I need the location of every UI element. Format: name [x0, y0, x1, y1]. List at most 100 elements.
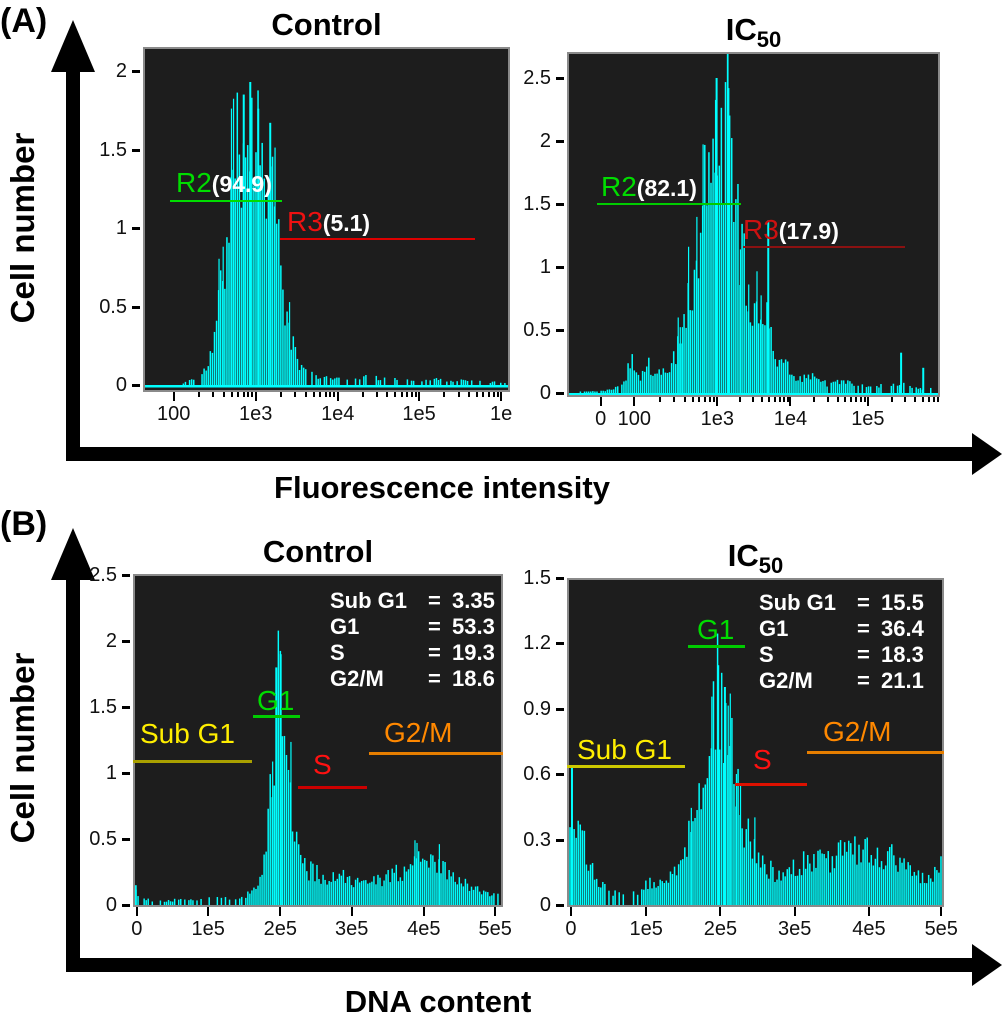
x-minor-tick: [778, 397, 781, 402]
gate-label-r2: R2(94.9): [176, 169, 272, 197]
x-tick: [207, 907, 210, 916]
y-tick-label: 2: [115, 60, 127, 82]
x-minor-tick: [400, 392, 403, 397]
x-tick-label: 1e5: [191, 918, 225, 940]
x-tick: [789, 397, 792, 406]
x-tick-label: 3e5: [334, 918, 369, 940]
stats-row: G2/M = 18.6: [330, 666, 495, 692]
stats-value: 18.3: [881, 642, 924, 667]
y-tick: [122, 838, 130, 841]
x-tick-label: 1e3: [700, 408, 735, 430]
gate-line-r3: [280, 238, 475, 240]
panel-a-x-axis-label: Fluorescence intensity: [274, 470, 610, 505]
y-tick-label: 1: [539, 256, 551, 278]
x-minor-tick: [698, 397, 701, 402]
y-tick: [556, 140, 564, 143]
x-minor-tick: [927, 397, 930, 402]
cell-cycle-stats: Sub G1 = 15.5 G1 = 36.4 S = 18.3 G2/M = 21.1: [759, 590, 924, 694]
stats-row: G2/M = 21.1: [759, 668, 924, 694]
x-minor-tick: [329, 392, 332, 397]
gate-name-r2: R2: [601, 171, 637, 202]
x-minor-tick: [914, 397, 917, 402]
panel-b-y-axis-label: Cell number: [4, 652, 41, 844]
stats-row: Sub G1 = 15.5: [759, 590, 924, 616]
stats-equals: =: [428, 614, 441, 639]
gate-line-s: [735, 783, 807, 786]
gate-name-g1: G1: [697, 614, 735, 645]
x-minor-tick: [813, 397, 816, 402]
x-minor-tick: [703, 397, 706, 402]
gate-line-g1: [253, 715, 300, 718]
x-tick-label: 4e5: [852, 918, 886, 940]
histogram-series: [135, 630, 499, 905]
x-minor-tick: [844, 397, 847, 402]
x-minor-tick: [251, 392, 254, 397]
x-minor-tick: [319, 392, 322, 397]
x-tick: [645, 907, 648, 916]
panel-b-label: (B): [0, 505, 48, 543]
gate-line-r2: [170, 200, 282, 202]
histogram-series: [569, 633, 942, 905]
gate-name-sub-g1: Sub G1: [140, 718, 235, 749]
gate-label-r2: R2(82.1): [601, 173, 697, 201]
y-tick: [556, 707, 564, 711]
y-tick-label: 1.2: [523, 632, 551, 655]
plot-a-control: Control R2(94.9) R3(5.1) 0 0.5 1 1.5 2 100 1e3 1e4…: [99, 7, 512, 425]
x-tick: [719, 907, 722, 916]
stats-equals: =: [857, 668, 870, 693]
gate-name-r3: R3: [743, 214, 779, 245]
y-tick-label: 2.5: [523, 67, 551, 89]
y-tick: [132, 227, 140, 230]
x-minor-tick: [850, 397, 853, 402]
x-tick: [866, 397, 869, 406]
x-minor-tick: [658, 397, 661, 402]
x-minor-tick: [760, 397, 763, 402]
panel-a-x-axis-arrow: [66, 447, 974, 461]
gate-label-g2-m: G2/M: [384, 719, 452, 747]
x-tick-label: 1e4: [321, 403, 355, 425]
y-tick-label: 0.6: [523, 763, 551, 786]
stats-row: S = 19.3: [330, 640, 495, 666]
gate-label-s: S: [313, 751, 332, 779]
y-tick-label: 1.5: [99, 138, 127, 161]
x-minor-tick: [410, 392, 413, 397]
x-minor-tick: [376, 392, 379, 397]
stats-equals: =: [857, 590, 870, 615]
x-tick-label: 2e5: [703, 918, 738, 940]
stats-value: 19.3: [452, 640, 495, 665]
x-tick-label: 1e: [489, 403, 513, 425]
y-tick: [122, 706, 130, 709]
x-minor-tick: [855, 397, 858, 402]
y-tick: [556, 642, 564, 646]
panel-a-y-axis-arrow: [66, 60, 80, 460]
x-minor-tick: [713, 397, 716, 402]
y-tick-label: 0: [539, 894, 551, 916]
plot-title: Control: [271, 7, 382, 42]
x-tick: [599, 397, 602, 406]
x-tick: [940, 907, 943, 916]
x-minor-tick: [294, 392, 297, 397]
gate-value-r3: (5.1): [322, 210, 371, 236]
panel-b-y-axis-arrow: [66, 570, 80, 968]
x-minor-tick: [237, 392, 239, 397]
stats-value: 21.1: [881, 668, 924, 693]
x-tick-label: 0: [131, 918, 143, 940]
x-minor-tick: [921, 397, 924, 402]
x-tick: [633, 397, 636, 406]
y-tick-label: 0.5: [89, 828, 117, 850]
y-tick-label: 0: [115, 374, 127, 396]
x-minor-tick: [242, 392, 245, 397]
x-minor-tick: [859, 397, 862, 402]
y-tick-label: 0.5: [523, 319, 551, 341]
x-minor-tick: [443, 392, 446, 397]
gate-label-g2-m: G2/M: [823, 718, 891, 746]
x-tick-label: 3e5: [777, 918, 812, 940]
x-tick: [279, 907, 282, 916]
stats-equals: =: [428, 640, 441, 665]
y-tick-label: 0.5: [99, 295, 127, 318]
x-minor-tick: [405, 392, 408, 397]
stats-key: G1: [759, 616, 789, 641]
x-tick-label: 1e5: [851, 408, 885, 430]
gate-name-g2-m: G2/M: [384, 717, 453, 748]
